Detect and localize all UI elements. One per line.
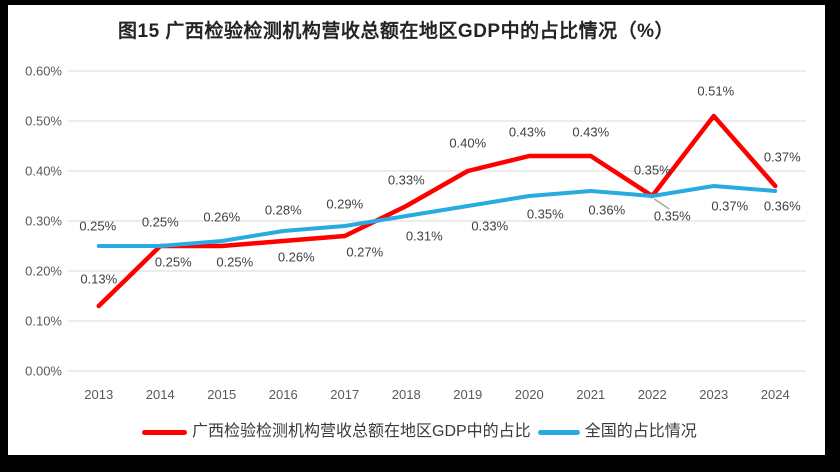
- national-share-data-label: 0.29%: [326, 197, 363, 212]
- y-tick-label: 0.00%: [25, 364, 62, 379]
- national-share-data-label: 0.37%: [711, 199, 748, 214]
- x-tick-label: 2022: [638, 387, 667, 402]
- national-share-data-label: 0.26%: [203, 210, 240, 225]
- national-share-data-label: 0.36%: [588, 203, 625, 218]
- guangxi-gdp-share-data-label: 0.13%: [80, 272, 117, 287]
- national-share-data-label: 0.33%: [471, 219, 508, 234]
- guangxi-gdp-share-data-label: 0.40%: [449, 136, 486, 151]
- national-share-line: [96, 184, 778, 248]
- x-tick-label: 2016: [269, 387, 298, 402]
- x-tick-label: 2024: [761, 387, 790, 402]
- national-share-data-label: 0.35%: [527, 207, 564, 222]
- national-share-data-label: 0.25%: [142, 215, 179, 230]
- chart-title: 图15 广西检验检测机构营收总额在地区GDP中的占比情况（%）: [118, 21, 674, 42]
- guangxi-gdp-share-data-label: 0.35%: [654, 209, 691, 224]
- x-tick-label: 2013: [84, 387, 113, 402]
- y-tick-label: 0.60%: [25, 64, 62, 79]
- guangxi-gdp-share-data-label: 0.27%: [346, 245, 383, 260]
- guangxi-gdp-share-data-label: 0.37%: [764, 150, 801, 165]
- guangxi-gdp-share-line: [96, 113, 778, 309]
- y-tick-label: 0.10%: [25, 314, 62, 329]
- x-tick-label: 2023: [699, 387, 728, 402]
- y-tick-label: 0.40%: [25, 164, 62, 179]
- national-share-data-label: 0.31%: [406, 229, 443, 244]
- x-tick-label: 2015: [207, 387, 236, 402]
- x-tick-label: 2021: [576, 387, 605, 402]
- national-share-data-label: 0.25%: [79, 219, 116, 234]
- y-tick-label: 0.30%: [25, 214, 62, 229]
- legend-label-national: 全国的占比情况: [584, 423, 697, 440]
- national-share-data-label: 0.28%: [265, 203, 302, 218]
- x-tick-label: 2020: [515, 387, 544, 402]
- guangxi-gdp-share-data-label: 0.33%: [388, 173, 425, 188]
- leader-line: [653, 198, 670, 210]
- y-tick-label: 0.50%: [25, 114, 62, 129]
- y-tick-label: 0.20%: [25, 264, 62, 279]
- chart-canvas: [8, 5, 825, 455]
- guangxi-gdp-share-data-label: 0.43%: [509, 125, 546, 140]
- x-tick-label: 2019: [453, 387, 482, 402]
- chart-legend: 广西检验检测机构营收总额在地区GDP中的占比 全国的占比情况: [142, 423, 697, 441]
- legend-swatch-guangxi: [142, 429, 187, 435]
- legend-swatch-national: [537, 429, 580, 435]
- x-tick-label: 2014: [146, 387, 175, 402]
- legend-label-guangxi: 广西检验检测机构营收总额在地区GDP中的占比: [192, 423, 531, 440]
- guangxi-gdp-share-data-label: 0.26%: [278, 250, 315, 265]
- national-share-data-label: 0.36%: [764, 199, 801, 214]
- guangxi-gdp-share-data-label: 0.51%: [697, 84, 734, 99]
- x-tick-label: 2017: [330, 387, 359, 402]
- guangxi-gdp-share-data-label: 0.25%: [216, 255, 253, 270]
- guangxi-gdp-share-data-label: 0.43%: [572, 125, 609, 140]
- guangxi-gdp-share-data-label: 0.25%: [155, 255, 192, 270]
- national-share-data-label: 0.35%: [634, 163, 671, 178]
- x-tick-label: 2018: [392, 387, 421, 402]
